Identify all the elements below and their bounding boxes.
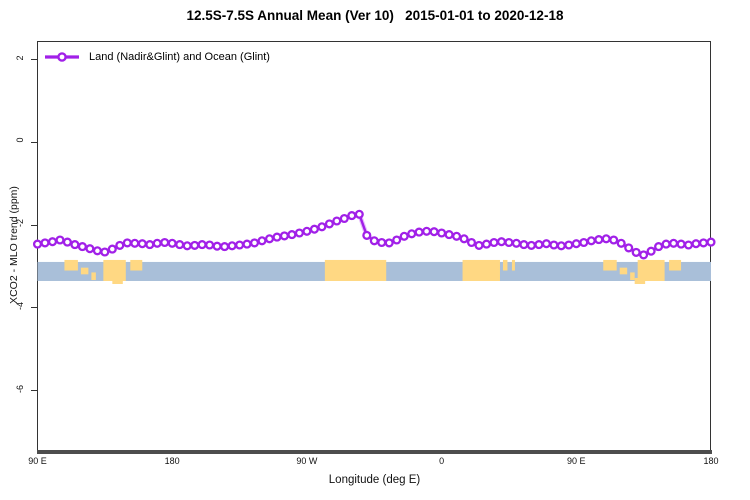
plot-area bbox=[37, 41, 711, 450]
y-axis-tick-label: -6 bbox=[15, 384, 25, 393]
chart-title: 12.5S-7.5S Annual Mean (Ver 10) 2015-01-… bbox=[186, 8, 564, 23]
y-axis-tick-label: -2 bbox=[15, 219, 25, 228]
legend: Land (Nadir&Glint) and Ocean (Glint) bbox=[44, 51, 270, 63]
y-axis-tick bbox=[31, 390, 37, 392]
x-axis-tick-label: 90 W bbox=[296, 456, 318, 466]
y-axis-tick bbox=[31, 59, 37, 60]
y-axis-tick-label: 0 bbox=[15, 137, 25, 143]
x-axis-tick-label: 180 bbox=[164, 456, 180, 466]
x-axis-tick-label: 90 E bbox=[28, 456, 47, 466]
x-axis-tick-label: 180 bbox=[703, 456, 719, 466]
y-axis-tick-label: -4 bbox=[15, 301, 25, 310]
x-axis-line bbox=[37, 450, 712, 454]
y-axis-tick bbox=[31, 224, 37, 226]
legend-line-marker-icon bbox=[45, 52, 79, 62]
y-axis-tick-label: 2 bbox=[15, 55, 25, 61]
x-axis-tick-label: 0 bbox=[439, 456, 445, 466]
x-axis-title: Longitude (deg E) bbox=[328, 474, 421, 486]
y-axis-tick bbox=[31, 307, 37, 309]
y-axis-tick bbox=[31, 141, 37, 143]
legend-label: Land (Nadir&Glint) and Ocean (Glint) bbox=[89, 51, 270, 63]
x-axis-tick-label: 90 E bbox=[567, 456, 586, 466]
